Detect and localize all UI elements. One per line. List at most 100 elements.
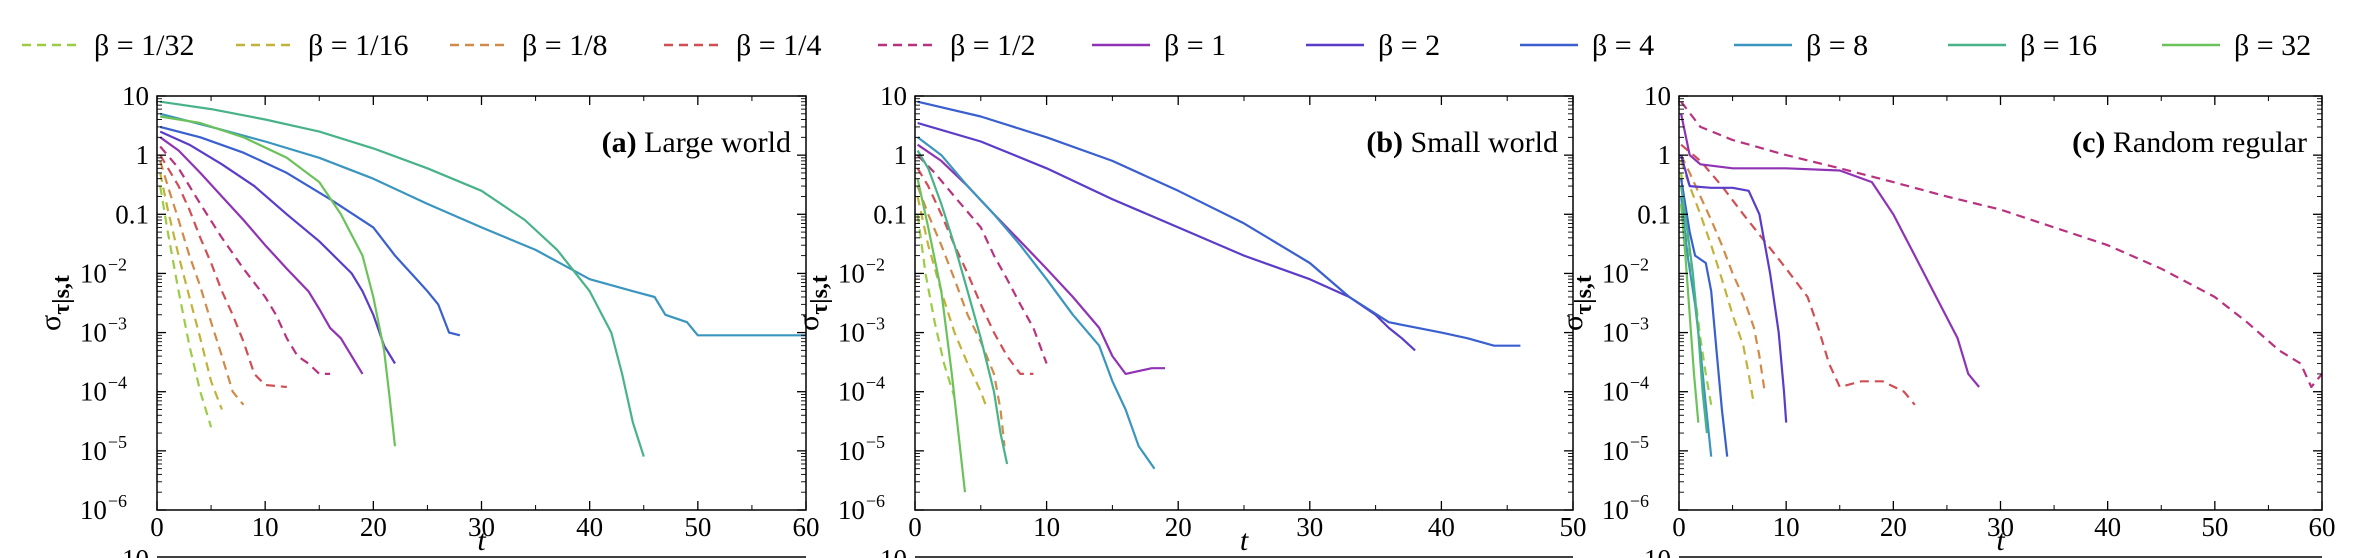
y-tick-label: 10 — [1644, 81, 1671, 111]
x-axis-label: t — [1240, 524, 1249, 557]
x-axis-label: t — [1996, 524, 2005, 557]
series-group — [159, 100, 806, 457]
y-tick-label: 0.1 — [115, 199, 149, 229]
panel-2: 0 10 20 30 40 5010−610−510−410−310−20.1110tστ… — [792, 81, 1587, 557]
series-line — [1680, 203, 1700, 423]
series-line — [916, 136, 1156, 470]
x-tick-label: 40 — [576, 512, 603, 542]
series-line — [917, 121, 1416, 352]
series-line — [159, 172, 223, 410]
series-line — [916, 154, 1048, 364]
x-tick-label: 50 — [1560, 512, 1587, 542]
series-line — [159, 112, 806, 337]
legend-entry: β = 32 — [2162, 29, 2311, 62]
legend-label: β = 8 — [1806, 29, 1868, 62]
x-tick-label: 20 — [360, 512, 387, 542]
x-tick-label: 10 — [252, 512, 279, 542]
x-tick-label: 60 — [2309, 512, 2336, 542]
panel-1: 0 10 20 30 40 50 6010−610−510−410−310−20.1110t… — [34, 81, 820, 557]
series-line — [1680, 143, 1916, 406]
series-line — [1680, 185, 1708, 434]
x-tick-label: 0 — [150, 512, 164, 542]
legend-label: β = 1 — [1164, 29, 1226, 62]
legend-entry: β = 4 — [1520, 29, 1654, 62]
y-tick-label: 10−3 — [838, 314, 885, 348]
legend-label: β = 1/4 — [736, 29, 822, 62]
y-tick-label: 10−2 — [838, 254, 885, 288]
y-axis-label: στ|s,t — [34, 275, 75, 331]
legend: β = 1/32 β = 1/16 β = 1/8 β = 1/4 β = 1/2 β =… — [22, 29, 2311, 62]
series-line — [916, 178, 967, 493]
x-tick-label: 10 — [1033, 512, 1060, 542]
y-tick-label: 10−5 — [1602, 432, 1649, 466]
series-line — [916, 214, 956, 398]
x-axis-label: t — [477, 524, 486, 557]
series-line — [916, 196, 989, 410]
row2-tick-label: 10 — [122, 544, 149, 558]
series-group — [1680, 101, 2322, 457]
series-line — [1680, 178, 1729, 457]
y-tick-label: 1 — [1658, 140, 1672, 170]
second-row-partial: 10 10 10 — [122, 544, 2322, 558]
legend-label: β = 2 — [1378, 29, 1440, 62]
series-line — [159, 130, 396, 365]
legend-label: β = 4 — [1592, 29, 1654, 62]
panel-3: 0 10 20 30 40 50 6010−610−510−410−310−20.1110t… — [1556, 81, 2336, 557]
y-tick-label: 10−5 — [80, 432, 127, 466]
series-line — [916, 185, 1006, 447]
series-line — [160, 100, 645, 457]
row2-tick-label: 10 — [880, 544, 907, 558]
series-line — [1680, 113, 1980, 388]
series-line — [159, 185, 213, 428]
y-tick-label: 10−6 — [80, 491, 127, 525]
x-tick-label: 50 — [684, 512, 711, 542]
panel-title: (a) Large world — [602, 126, 791, 159]
y-tick-label: 10−5 — [838, 432, 885, 466]
x-tick-label: 20 — [1165, 512, 1192, 542]
legend-entry: β = 1/4 — [664, 29, 822, 62]
panels: 0 10 20 30 40 50 6010−610−510−410−310−20.1110t… — [34, 81, 2336, 557]
series-group — [916, 100, 1521, 493]
y-tick-label: 1 — [136, 140, 150, 170]
legend-entry: β = 1/16 — [236, 29, 409, 62]
series-line — [1680, 154, 1766, 392]
x-tick-label: 20 — [1880, 512, 1907, 542]
y-tick-label: 10−4 — [838, 373, 885, 407]
series-line — [1680, 160, 1756, 405]
y-tick-label: 10−3 — [1602, 314, 1649, 348]
panel-title: (b) Small world — [1366, 126, 1558, 159]
x-tick-label: 10 — [1773, 512, 1800, 542]
legend-entry: β = 2 — [1306, 29, 1440, 62]
y-tick-label: 10−2 — [80, 254, 127, 288]
x-tick-label: 0 — [1672, 512, 1686, 542]
x-tick-label: 50 — [2201, 512, 2228, 542]
legend-label: β = 1/2 — [950, 29, 1036, 62]
x-tick-label: 30 — [1296, 512, 1323, 542]
series-line — [916, 167, 1034, 375]
y-tick-label: 10−6 — [1602, 491, 1649, 525]
y-axis-label: στ|s,t — [792, 275, 833, 331]
y-tick-label: 10−2 — [1602, 254, 1649, 288]
x-tick-label: 40 — [1428, 512, 1455, 542]
legend-label: β = 32 — [2234, 29, 2311, 62]
x-tick-label: 30 — [468, 512, 495, 542]
y-tick-label: 0.1 — [873, 199, 907, 229]
y-tick-label: 0.1 — [1637, 199, 1671, 229]
series-line — [916, 149, 1009, 465]
legend-label: β = 1/8 — [522, 29, 608, 62]
series-line — [159, 154, 287, 389]
series-line — [1680, 154, 1788, 423]
legend-entry: β = 16 — [1948, 29, 2097, 62]
x-tick-label: 0 — [908, 512, 922, 542]
legend-entry: β = 1/32 — [22, 29, 195, 62]
y-tick-label: 1 — [894, 140, 908, 170]
legend-entry: β = 1/8 — [450, 29, 608, 62]
y-axis-label: στ|s,t — [1556, 275, 1597, 331]
series-line — [159, 125, 461, 337]
legend-entry: β = 1/2 — [878, 29, 1036, 62]
y-tick-label: 10−6 — [838, 491, 885, 525]
legend-label: β = 1/32 — [94, 29, 195, 62]
legend-label: β = 1/16 — [308, 29, 409, 62]
series-line — [917, 100, 1521, 347]
